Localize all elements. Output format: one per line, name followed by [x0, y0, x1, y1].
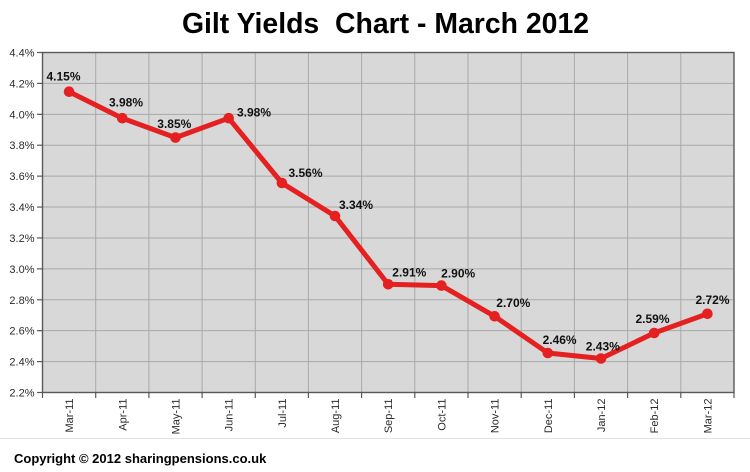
svg-text:2.59%: 2.59%: [635, 312, 669, 326]
svg-text:3.8%: 3.8%: [9, 140, 34, 152]
svg-text:2.46%: 2.46%: [543, 333, 577, 347]
svg-text:2.90%: 2.90%: [441, 267, 475, 281]
svg-text:3.34%: 3.34%: [339, 198, 373, 212]
svg-text:Apr-11: Apr-11: [117, 399, 129, 431]
svg-text:Nov-11: Nov-11: [490, 398, 502, 433]
svg-text:3.0%: 3.0%: [9, 264, 34, 276]
svg-text:2.2%: 2.2%: [9, 388, 34, 400]
svg-text:Copyright © 2012 sharingpensio: Copyright © 2012 sharingpensions.co.uk: [14, 451, 267, 466]
svg-text:Jul-11: Jul-11: [277, 399, 289, 428]
svg-text:Aug-11: Aug-11: [330, 399, 342, 434]
svg-text:3.56%: 3.56%: [288, 166, 322, 180]
svg-text:3.98%: 3.98%: [237, 106, 271, 120]
svg-text:Gilt Yields Chart - March 201: Gilt Yields Chart - March 2012: [182, 8, 589, 40]
svg-text:4.2%: 4.2%: [9, 78, 34, 90]
svg-text:3.2%: 3.2%: [9, 233, 34, 245]
svg-text:2.8%: 2.8%: [9, 295, 34, 307]
svg-text:3.98%: 3.98%: [109, 96, 143, 110]
svg-text:Mar-12: Mar-12: [702, 399, 714, 434]
svg-text:Jan-12: Jan-12: [596, 399, 608, 433]
svg-text:2.72%: 2.72%: [695, 293, 729, 307]
svg-text:4.0%: 4.0%: [9, 109, 34, 121]
svg-text:2.91%: 2.91%: [392, 265, 426, 279]
svg-text:Mar-11: Mar-11: [64, 399, 76, 433]
svg-text:Jun-11: Jun-11: [224, 399, 236, 432]
svg-text:3.85%: 3.85%: [157, 117, 191, 131]
svg-text:2.6%: 2.6%: [9, 326, 34, 338]
svg-text:4.4%: 4.4%: [9, 48, 34, 60]
svg-text:3.4%: 3.4%: [9, 202, 34, 214]
svg-text:May-11: May-11: [171, 399, 183, 435]
svg-text:Dec-11: Dec-11: [543, 399, 555, 434]
svg-text:Feb-12: Feb-12: [649, 399, 661, 434]
svg-text:Oct-11: Oct-11: [436, 399, 448, 431]
svg-text:3.6%: 3.6%: [9, 171, 34, 183]
svg-text:2.70%: 2.70%: [496, 296, 530, 310]
svg-text:Sep-11: Sep-11: [383, 399, 395, 434]
svg-text:2.43%: 2.43%: [586, 339, 620, 353]
svg-text:4.15%: 4.15%: [46, 70, 80, 84]
svg-text:2.4%: 2.4%: [9, 357, 34, 369]
